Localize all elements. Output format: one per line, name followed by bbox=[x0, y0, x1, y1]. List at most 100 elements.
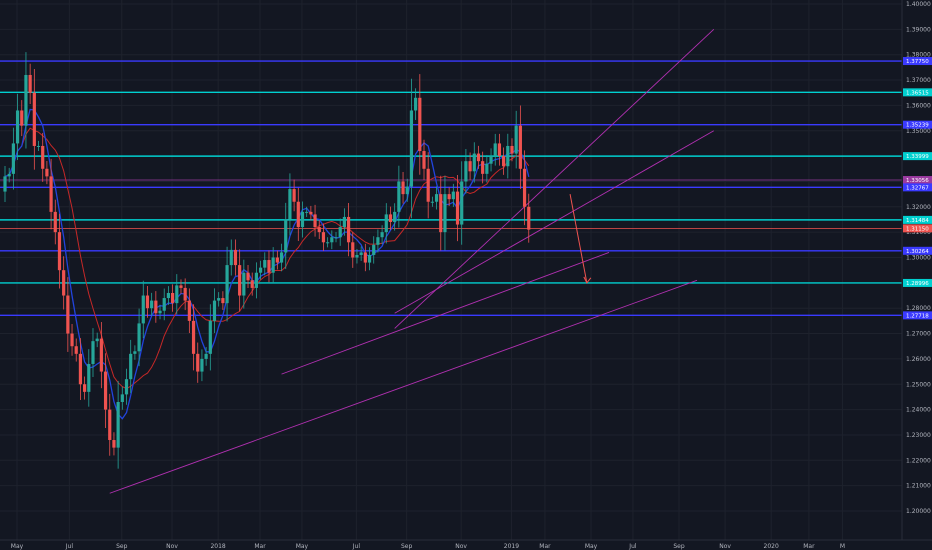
candle-body[interactable] bbox=[346, 216, 351, 243]
candle-body[interactable] bbox=[267, 260, 271, 273]
candle-body[interactable] bbox=[522, 168, 527, 207]
candle-body[interactable] bbox=[418, 97, 422, 152]
candle-body[interactable] bbox=[91, 341, 95, 364]
candle-body[interactable] bbox=[246, 272, 250, 281]
candle-body[interactable] bbox=[334, 237, 338, 239]
candle-body[interactable] bbox=[460, 181, 464, 225]
candle-body[interactable] bbox=[229, 249, 233, 266]
candle-body[interactable] bbox=[171, 292, 175, 304]
candle-body[interactable] bbox=[32, 92, 36, 146]
candle-body[interactable] bbox=[422, 151, 426, 169]
time-axis[interactable]: May Jul Sep Nov 2018 Mar May Jul Sep Nov 2019 Mar Ma… bbox=[11, 543, 845, 550]
candles[interactable] bbox=[3, 52, 531, 469]
candle-body[interactable] bbox=[510, 145, 514, 154]
candle-body[interactable] bbox=[405, 186, 409, 195]
candle-body[interactable] bbox=[70, 333, 74, 347]
candle-body[interactable] bbox=[28, 74, 32, 93]
candle-body[interactable] bbox=[317, 227, 321, 233]
candle-body[interactable] bbox=[87, 363, 91, 392]
candle-body[interactable] bbox=[254, 272, 258, 288]
candle-body[interactable] bbox=[183, 287, 187, 301]
candle-body[interactable] bbox=[141, 295, 145, 324]
candle-body[interactable] bbox=[271, 257, 275, 273]
price-axis[interactable]: 1.40000 1.39000 1.38000 1.37000 1.36000 1.350… bbox=[906, 1, 931, 515]
candle-body[interactable] bbox=[66, 295, 70, 334]
candle-body[interactable] bbox=[342, 216, 346, 228]
candle-body[interactable] bbox=[120, 394, 124, 402]
candle-body[interactable] bbox=[191, 320, 196, 354]
candle-body[interactable] bbox=[196, 353, 200, 372]
candle-body[interactable] bbox=[430, 201, 434, 203]
candle-body[interactable] bbox=[179, 285, 183, 288]
candle-body[interactable] bbox=[3, 176, 7, 192]
candle-body[interactable] bbox=[36, 145, 41, 147]
candle-body[interactable] bbox=[275, 257, 279, 263]
candle-body[interactable] bbox=[363, 252, 367, 263]
candle-body[interactable] bbox=[24, 74, 28, 126]
candle-body[interactable] bbox=[7, 173, 11, 177]
candle-body[interactable] bbox=[296, 201, 300, 228]
candle-body[interactable] bbox=[527, 206, 531, 230]
candle-body[interactable] bbox=[451, 191, 455, 200]
candle-body[interactable] bbox=[468, 161, 472, 172]
candle-body[interactable] bbox=[284, 219, 288, 253]
candle-body[interactable] bbox=[372, 244, 376, 255]
candle-body[interactable] bbox=[150, 300, 154, 309]
candle-body[interactable] bbox=[112, 440, 116, 448]
candle-body[interactable] bbox=[376, 237, 380, 245]
candle-body[interactable] bbox=[321, 232, 326, 243]
candle-body[interactable] bbox=[384, 214, 388, 233]
candle-body[interactable] bbox=[263, 260, 267, 268]
candle-body[interactable] bbox=[338, 227, 342, 238]
candle-body[interactable] bbox=[238, 265, 242, 296]
candle-body[interactable] bbox=[242, 272, 246, 296]
candle-body[interactable] bbox=[393, 211, 397, 223]
candle-body[interactable] bbox=[279, 252, 284, 263]
candle-body[interactable] bbox=[464, 161, 468, 182]
candle-body[interactable] bbox=[212, 300, 217, 321]
candle-body[interactable] bbox=[145, 295, 150, 309]
candle-body[interactable] bbox=[313, 214, 317, 228]
candle-body[interactable] bbox=[204, 353, 208, 359]
candle-body[interactable] bbox=[426, 168, 430, 202]
candle-body[interactable] bbox=[439, 194, 443, 233]
candle-body[interactable] bbox=[208, 320, 212, 354]
candle-body[interactable] bbox=[502, 156, 506, 167]
candle-body[interactable] bbox=[300, 211, 305, 228]
candle-body[interactable] bbox=[472, 153, 476, 172]
candle-body[interactable] bbox=[83, 384, 87, 392]
candle-body[interactable] bbox=[225, 265, 229, 304]
candle-body[interactable] bbox=[49, 176, 53, 212]
candle-body[interactable] bbox=[514, 125, 518, 154]
candle-body[interactable] bbox=[305, 211, 309, 213]
candle-body[interactable] bbox=[57, 232, 62, 271]
candle-body[interactable] bbox=[78, 353, 83, 385]
candle-body[interactable] bbox=[95, 338, 99, 342]
candle-body[interactable] bbox=[409, 110, 414, 187]
candle-body[interactable] bbox=[137, 323, 141, 352]
candle-body[interactable] bbox=[355, 254, 359, 258]
candle-body[interactable] bbox=[447, 194, 451, 200]
candle-body[interactable] bbox=[481, 161, 485, 174]
candle-body[interactable] bbox=[129, 353, 133, 380]
candle-body[interactable] bbox=[455, 191, 460, 225]
candle-body[interactable] bbox=[476, 153, 481, 162]
candle-body[interactable] bbox=[292, 189, 296, 202]
candle-body[interactable] bbox=[20, 110, 24, 126]
candle-body[interactable] bbox=[45, 168, 49, 177]
candle-body[interactable] bbox=[443, 194, 447, 233]
candle-body[interactable] bbox=[388, 214, 393, 223]
candle-body[interactable] bbox=[518, 125, 522, 169]
candle-body[interactable] bbox=[434, 194, 439, 202]
candle-body[interactable] bbox=[124, 379, 129, 395]
candle-body[interactable] bbox=[258, 267, 263, 273]
candle-body[interactable] bbox=[187, 300, 191, 321]
candle-body[interactable] bbox=[367, 254, 372, 263]
candle-body[interactable] bbox=[359, 252, 363, 255]
candle-body[interactable] bbox=[309, 211, 313, 215]
candle-body[interactable] bbox=[108, 409, 112, 441]
candle-body[interactable] bbox=[62, 270, 66, 296]
candle-body[interactable] bbox=[221, 298, 225, 304]
candle-body[interactable] bbox=[414, 97, 418, 111]
